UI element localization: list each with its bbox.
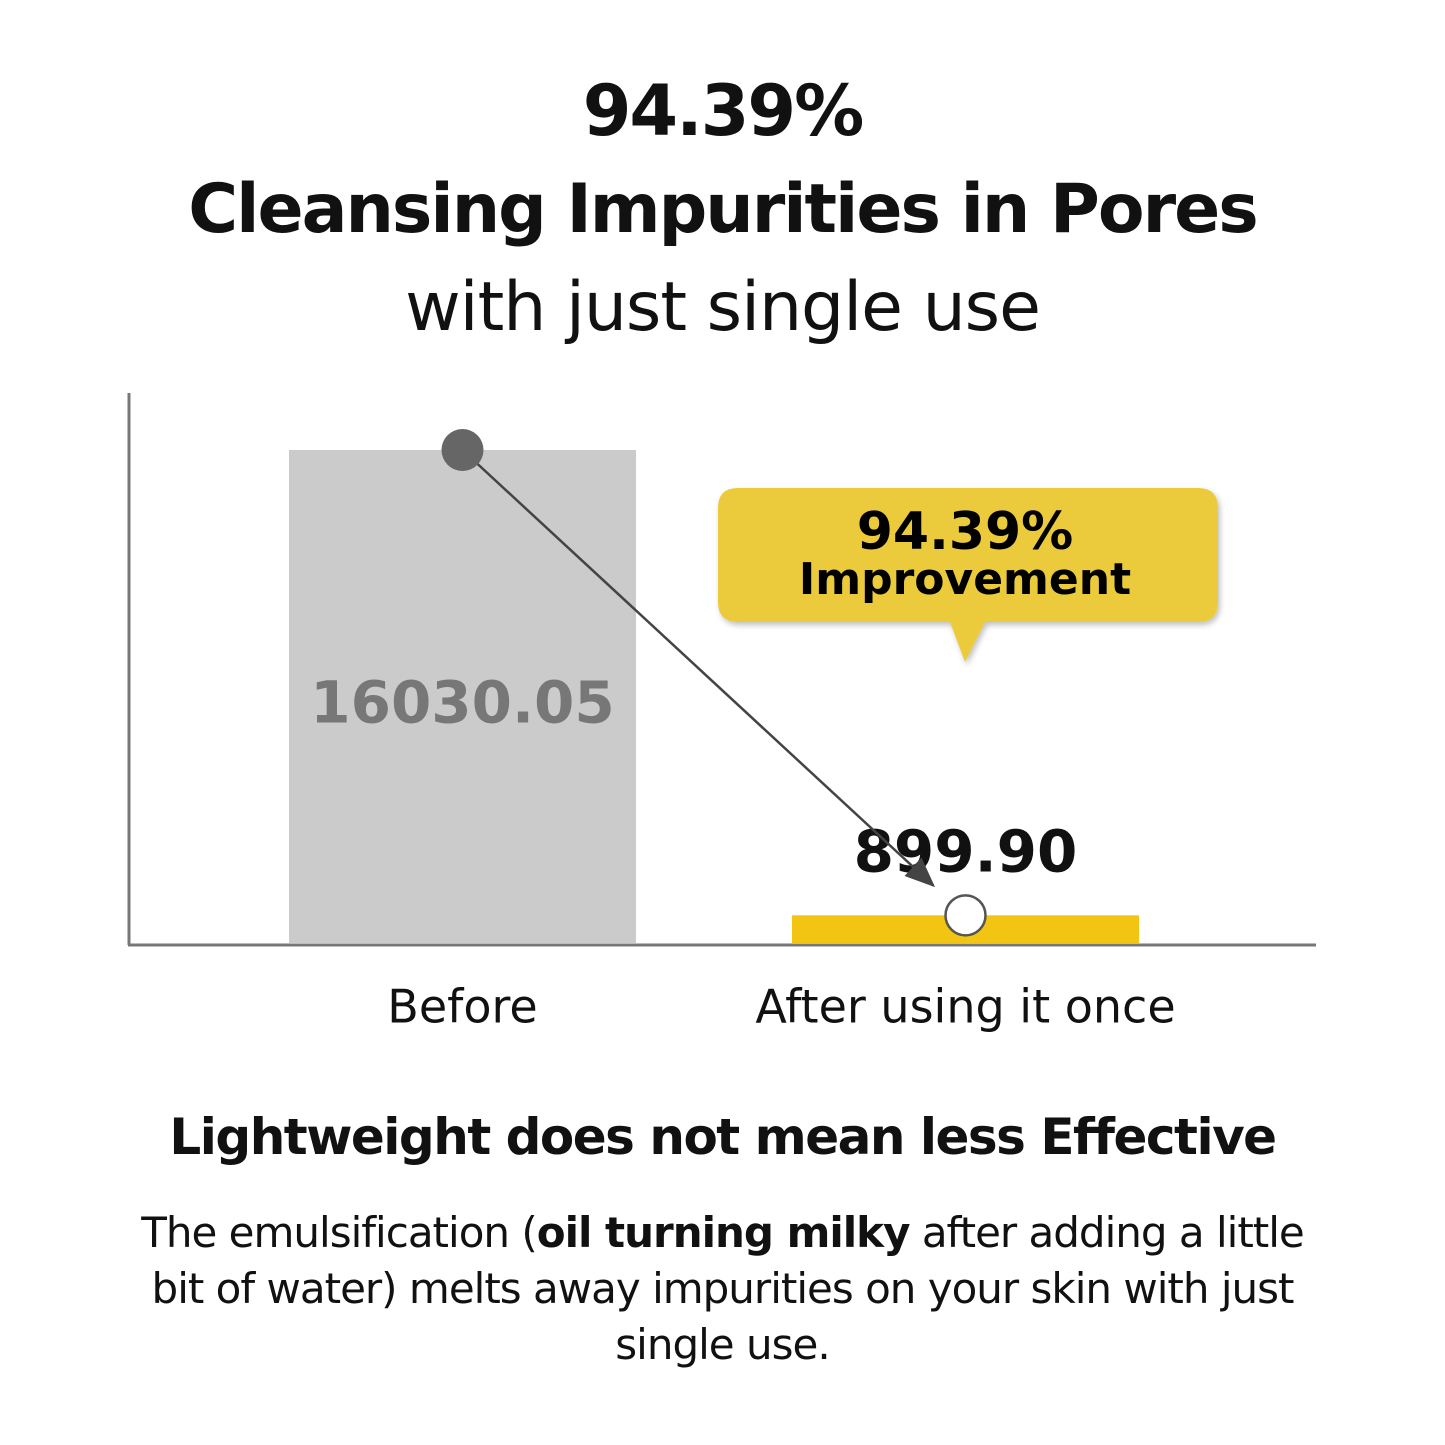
title: 94.39% xyxy=(582,70,865,152)
body-bold: oil turning milky xyxy=(536,1208,911,1257)
footer-body: The emulsification (oil turning milky af… xyxy=(110,1205,1335,1373)
annotation-value: 94.39% xyxy=(857,502,1074,562)
value-label: 16030.05 xyxy=(310,669,615,737)
point xyxy=(944,894,987,937)
callout xyxy=(718,488,1218,662)
annotation-text: Improvement xyxy=(799,554,1131,605)
x-tick-label: Before xyxy=(387,980,537,1034)
arrow xyxy=(461,449,936,888)
body-text: after adding a little bit of water) melt… xyxy=(151,1208,1305,1369)
x-tick-label: After using it once xyxy=(755,980,1175,1034)
point xyxy=(441,429,484,471)
subtitle: with just single use xyxy=(405,268,1041,347)
value-label: 899.90 xyxy=(854,817,1078,885)
bar xyxy=(289,450,636,943)
subtitle: Cleansing Impurities in Pores xyxy=(188,170,1258,249)
footer-heading: Lightweight does not mean less Effective xyxy=(169,1108,1277,1166)
body-text: The emulsification ( xyxy=(141,1208,538,1257)
